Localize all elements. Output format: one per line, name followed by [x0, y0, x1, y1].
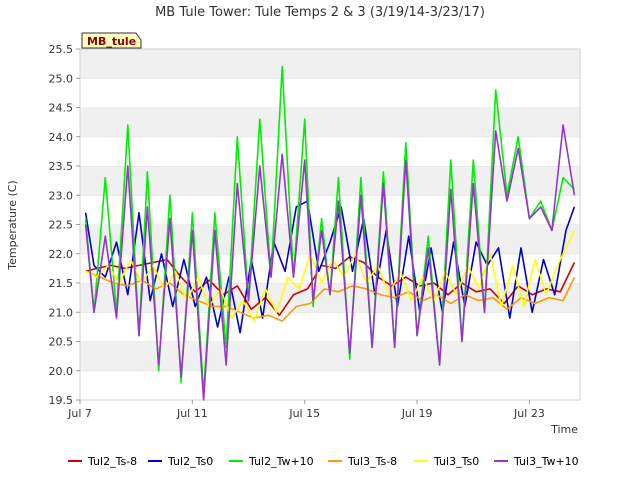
- grid-bands: [80, 48, 580, 400]
- y-tick-label: 25.0: [49, 72, 74, 85]
- series-lines: [84, 65, 576, 401]
- legend-item: Tul3_Tw+10: [494, 455, 579, 468]
- legend-label: Tul3_Tw+10: [513, 455, 579, 468]
- y-tick-label: 24.0: [49, 131, 74, 144]
- grid-band: [80, 166, 580, 196]
- badge-box: [81, 32, 142, 49]
- y-tick-label: 20.0: [49, 365, 74, 378]
- y-tick-label: 23.5: [49, 160, 74, 173]
- y-tick-label: 20.5: [49, 336, 74, 349]
- grid-band: [80, 78, 580, 108]
- y-axis: 19.5 20.0 20.5 21.0 21.5 22.0 22.5 23.0 23.5 24.0…: [49, 43, 80, 407]
- legend-item: Tul3_Ts0: [414, 455, 479, 468]
- legend: Tul2_Ts-8 Tul2_Ts0 Tul2_Tw+10 Tul3_Ts-8 Tul3…: [68, 455, 579, 468]
- grid-band: [80, 107, 580, 137]
- grid-band: [80, 224, 580, 254]
- y-tick-label: 19.5: [49, 394, 74, 407]
- grid-band: [80, 195, 580, 225]
- y-tick-label: 23.0: [49, 189, 74, 202]
- legend-item: Tul2_Tw+10: [229, 455, 314, 468]
- legend-label: Tul2_Ts0: [167, 455, 213, 468]
- legend-label: Tul2_Tw+10: [248, 455, 314, 468]
- x-axis-label: Time: [550, 423, 578, 436]
- grid-band: [80, 136, 580, 166]
- legend-label: Tul2_Ts-8: [87, 455, 137, 468]
- legend-item: Tul2_Ts-8: [68, 455, 137, 468]
- legend-label: Tul3_Ts0: [433, 455, 479, 468]
- x-tick-label: Jul 23: [513, 407, 545, 420]
- legend-item: Tul2_Ts0: [148, 455, 213, 468]
- y-tick-label: 21.0: [49, 306, 74, 319]
- chart-title: MB Tule Tower: Tule Temps 2 & 3 (3/19/14…: [155, 5, 485, 20]
- y-tick-label: 21.5: [49, 277, 74, 290]
- x-tick-label: Jul 7: [67, 407, 92, 420]
- x-tick-label: Jul 11: [176, 407, 208, 420]
- x-tick-label: Jul 19: [401, 407, 433, 420]
- grid-band: [80, 341, 580, 371]
- grid-band: [80, 49, 580, 79]
- station-badge: MB_tule: [81, 32, 142, 49]
- legend-label: Tul3_Ts-8: [347, 455, 397, 468]
- series-line-tul3-tw-10: [84, 124, 576, 401]
- y-tick-label: 22.0: [49, 248, 74, 261]
- y-tick-label: 24.5: [49, 102, 74, 115]
- badge-label: MB_tule: [87, 35, 136, 48]
- y-tick-label: 25.5: [49, 43, 74, 56]
- x-tick-label: Jul 15: [288, 407, 320, 420]
- y-axis-label: Temperature (C): [6, 180, 19, 270]
- y-tick-label: 22.5: [49, 219, 74, 232]
- legend-item: Tul3_Ts-8: [328, 455, 397, 468]
- grid-band: [80, 312, 580, 342]
- x-axis: Jul 7 Jul 11 Jul 15 Jul 19 Jul 23: [67, 400, 545, 420]
- grid-band: [80, 370, 580, 400]
